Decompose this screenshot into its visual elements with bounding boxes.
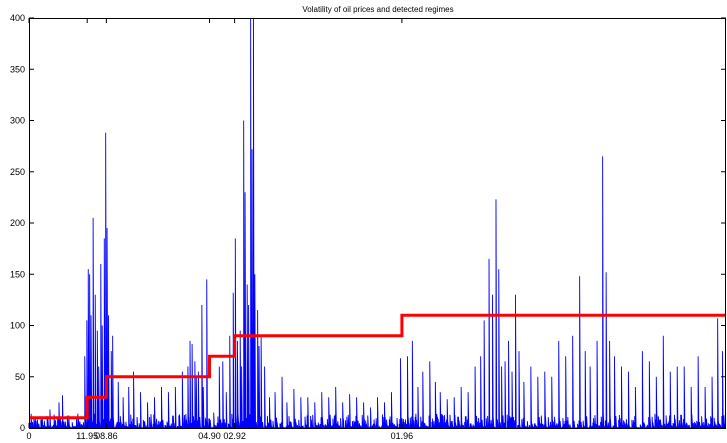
regime-step-line bbox=[29, 313, 726, 420]
regime-series bbox=[29, 313, 726, 420]
chart-title: Volatility of oil prices and detected re… bbox=[302, 5, 453, 14]
y-tick-label: 150 bbox=[10, 269, 25, 279]
x-tick-label: 11.95 bbox=[76, 431, 98, 441]
y-tick-label: 300 bbox=[10, 116, 25, 126]
x-tick-label: 01.96 bbox=[391, 431, 414, 441]
y-tick-label: 200 bbox=[10, 218, 25, 228]
y-tick-label: 250 bbox=[10, 167, 25, 177]
y-tick-label: 0 bbox=[20, 423, 25, 433]
y-tick-label: 400 bbox=[10, 13, 25, 23]
x-tick-label: 04.90 bbox=[198, 431, 221, 441]
y-tick-label: 100 bbox=[10, 321, 25, 331]
x-tick-label: 0 bbox=[26, 431, 31, 441]
volatility-line bbox=[29, 18, 726, 428]
x-tick-label: 08.86 bbox=[95, 431, 118, 441]
volatility-series bbox=[29, 18, 726, 428]
x-tick-label: 02.92 bbox=[223, 431, 246, 441]
y-tick-label: 50 bbox=[15, 372, 25, 382]
y-tick-label: 350 bbox=[10, 64, 25, 74]
